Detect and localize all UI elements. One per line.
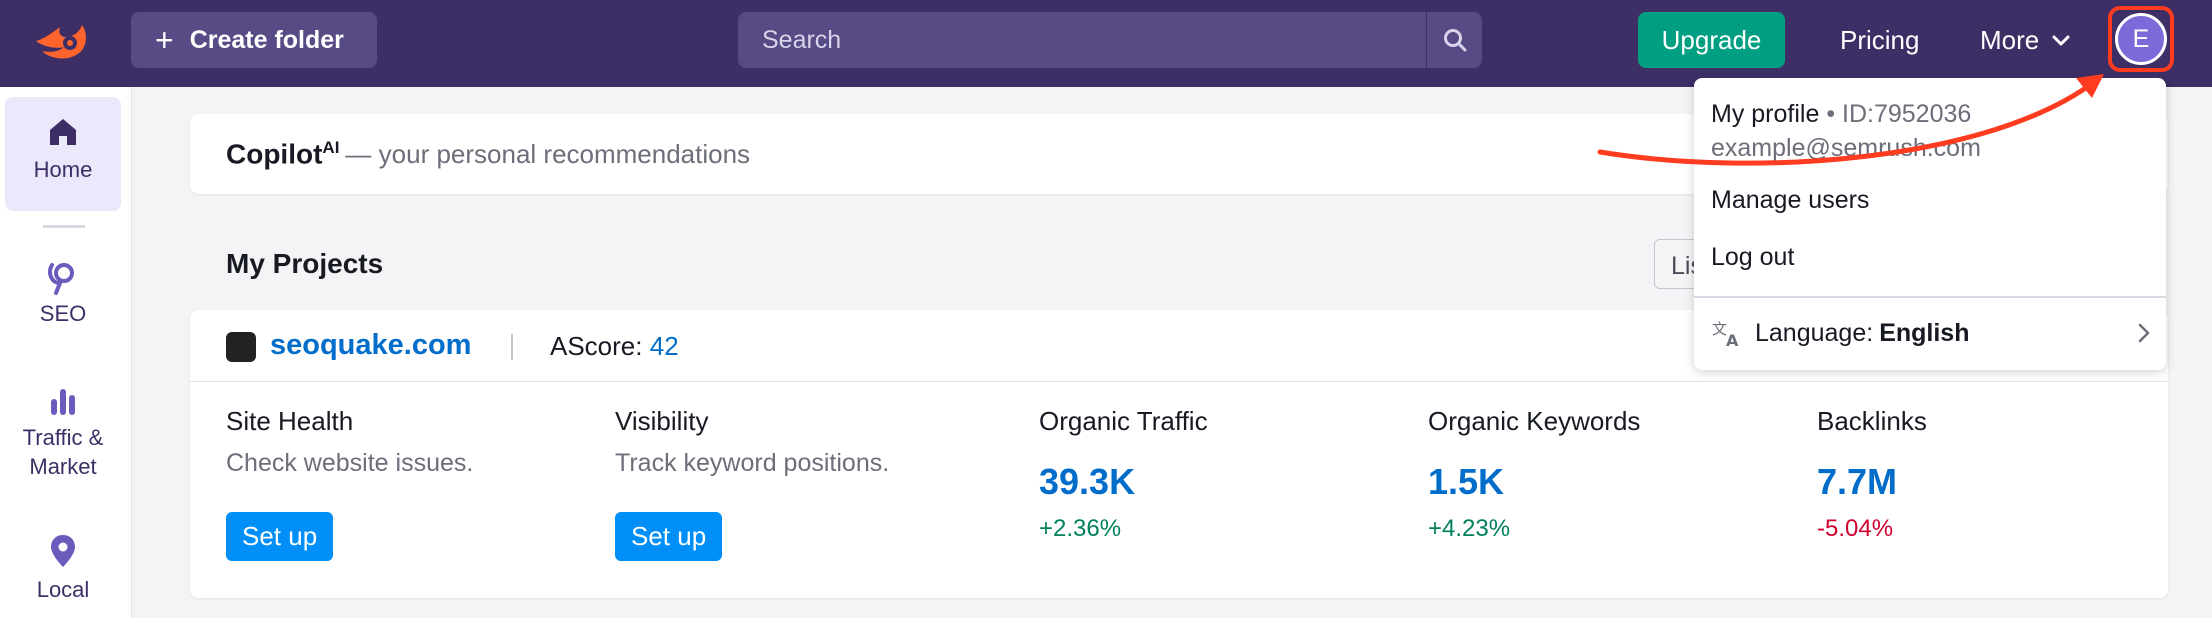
sidebar-item-label: Traffic & Market [22, 425, 104, 479]
chevron-down-icon [2052, 35, 2070, 45]
visibility-widget: Visibility Track keyword positions. [615, 406, 889, 478]
my-profile-link[interactable]: My profile [1711, 100, 1820, 128]
sidebar-item-traffic-market[interactable]: Traffic & Market [5, 385, 121, 481]
more-menu[interactable]: More [1980, 25, 2071, 56]
sidebar-item-home[interactable]: Home [5, 97, 121, 211]
metric-value[interactable]: 39.3K [1039, 461, 1136, 502]
sidebar-divider [43, 225, 85, 228]
user-avatar[interactable]: E [2115, 13, 2167, 65]
create-folder-button[interactable]: + Create folder [131, 12, 377, 68]
language-value: English [1879, 318, 1970, 347]
metric-delta: +2.36% [1039, 515, 1122, 542]
manage-users-item[interactable]: Manage users [1711, 186, 1870, 214]
user-id: • ID:7952036 [1826, 100, 1972, 128]
bar-chart-icon [51, 389, 75, 415]
chevron-right-icon [2138, 323, 2150, 343]
search-bar [738, 12, 1482, 68]
project-domain-link[interactable]: seoquake.com [270, 329, 472, 361]
plus-icon: + [155, 22, 174, 58]
more-label: More [1980, 25, 2040, 55]
log-out-item[interactable]: Log out [1711, 243, 1795, 271]
metric-value[interactable]: 1.5K [1428, 461, 1505, 502]
site-health-widget: Site Health Check website issues. [226, 406, 473, 478]
site-health-setup-button[interactable]: Set up [226, 512, 334, 561]
sidebar-item-seo[interactable]: SEO [5, 259, 121, 328]
metric-label: Organic Traffic [1039, 406, 1208, 436]
organic-traffic-widget: Organic Traffic 39.3K +2.36% [1039, 406, 1208, 543]
home-icon [50, 119, 76, 145]
top-bar: + Create folder Upgrade Pricing More [0, 0, 2212, 87]
annotation-highlight-box [2108, 6, 2174, 72]
sidebar-item-label: Local [36, 577, 90, 602]
create-folder-label: Create folder [189, 25, 344, 54]
svg-text:文: 文 [1712, 320, 1727, 338]
sidebar: Home SEO Traffic & Market Local [0, 87, 132, 618]
search-icon [1443, 29, 1466, 52]
dropdown-divider [1694, 296, 2166, 298]
upgrade-button[interactable]: Upgrade [1638, 12, 1785, 68]
location-pin-icon [51, 535, 75, 567]
header-divider [511, 334, 513, 360]
metric-description: Check website issues. [226, 449, 474, 477]
ascore: AScore: 42 [550, 331, 679, 362]
sidebar-item-local[interactable]: Local [5, 533, 121, 604]
sidebar-item-label: Home [33, 157, 93, 182]
metric-label: Organic Keywords [1428, 406, 1641, 436]
metric-value[interactable]: 7.7M [1817, 461, 1898, 502]
profile-dropdown: My profile • ID:7952036 example@semrush.… [1694, 78, 2166, 370]
organic-keywords-widget: Organic Keywords 1.5K +4.23% [1428, 406, 1640, 543]
metric-description: Track keyword positions. [615, 449, 890, 477]
profile-info[interactable]: My profile • ID:7952036 example@semrush.… [1711, 97, 1981, 165]
metric-label: Site Health [226, 406, 354, 436]
svg-text:A: A [1726, 331, 1739, 348]
metric-label: Visibility [615, 406, 709, 436]
semrush-logo-icon[interactable] [30, 19, 92, 63]
my-projects-title: My Projects [226, 248, 384, 279]
metric-label: Backlinks [1817, 406, 1927, 436]
search-input[interactable] [738, 12, 1426, 68]
ascore-label: AScore: [550, 331, 643, 361]
seo-icon [48, 263, 74, 295]
site-favicon-icon [226, 332, 256, 362]
language-selector[interactable]: 文 A Language: English [1711, 318, 2151, 348]
metric-delta: +4.23% [1428, 515, 1511, 542]
visibility-setup-button[interactable]: Set up [615, 512, 723, 561]
metric-delta: -5.04% [1817, 515, 1894, 542]
sidebar-item-label: SEO [39, 301, 87, 326]
backlinks-widget: Backlinks 7.7M -5.04% [1817, 406, 1927, 543]
language-label: Language: [1755, 318, 1874, 347]
search-button[interactable] [1426, 12, 1482, 68]
translate-icon: 文 A [1712, 320, 1739, 348]
copilot-title: CopilotAI [226, 137, 340, 170]
project-card-header: seoquake.com AScore: 42 [190, 310, 2168, 382]
pricing-link[interactable]: Pricing [1840, 25, 1920, 55]
user-email: example@semrush.com [1711, 134, 1981, 162]
ascore-value[interactable]: 42 [649, 331, 679, 361]
copilot-subtitle: — your personal recommendations [345, 138, 751, 169]
